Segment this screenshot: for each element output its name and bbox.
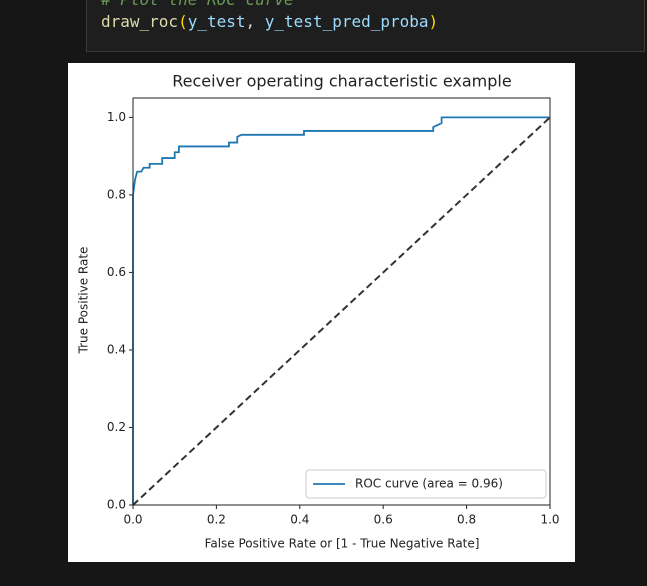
code-token: , (245, 12, 265, 31)
x-tick-label: 0.4 (290, 513, 309, 527)
y-tick-label: 0.6 (107, 265, 126, 279)
code-token: y_test_pred_proba (264, 12, 429, 31)
y-axis-label: True Positive Rate (77, 247, 91, 355)
chart-title: Receiver operating characteristic exampl… (172, 72, 511, 91)
y-tick-label: 0.2 (107, 420, 126, 434)
legend-box (305, 469, 547, 499)
code-comment: # Plot the ROC curve (101, 0, 294, 9)
chart: Receiver operating characteristic exampl… (68, 63, 575, 562)
x-tick-label: 0.6 (374, 513, 393, 527)
code-token: ( (178, 12, 188, 31)
y-tick-label: 0.4 (107, 342, 126, 356)
x-tick-label: 0.8 (457, 513, 476, 527)
code-cell[interactable]: # Plot the ROC curve draw_roc(y_test, y_… (86, 0, 645, 52)
y-tick-label: 0.8 (107, 187, 126, 201)
x-axis-label: False Positive Rate or [1 - True Negativ… (205, 537, 480, 551)
roc-curve (132, 116, 550, 505)
code-token: ) (428, 12, 439, 31)
x-tick-label: 0.2 (207, 513, 226, 527)
code-token: draw_roc (101, 12, 179, 31)
y-tick-label: 0.0 (107, 498, 126, 512)
x-tick-label: 0.0 (123, 513, 142, 527)
code-token: y_test (187, 12, 246, 31)
y-tick-label: 1.0 (107, 110, 126, 124)
x-tick-label: 1.0 (540, 513, 559, 527)
code-line: draw_roc(y_test, y_test_pred_proba) (101, 12, 438, 31)
axes-frame (132, 97, 551, 506)
legend-label: ROC curve (area = 0.96) (355, 477, 503, 491)
diagonal-line (132, 116, 551, 506)
